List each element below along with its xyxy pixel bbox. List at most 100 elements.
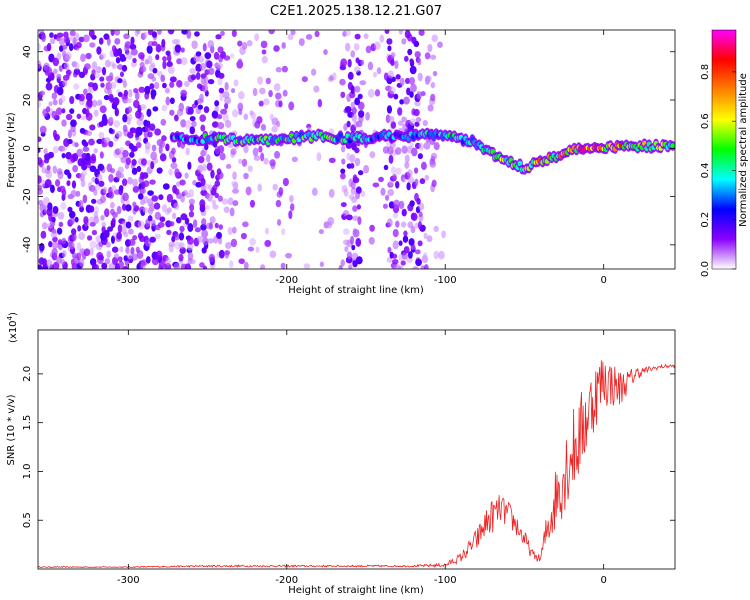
noise-cell bbox=[344, 42, 351, 52]
noise-cell bbox=[238, 258, 245, 265]
noise-cell bbox=[47, 202, 53, 211]
noise-cell bbox=[387, 45, 392, 52]
noise-cell bbox=[135, 126, 143, 135]
noise-cell bbox=[188, 188, 195, 198]
noise-cell bbox=[174, 241, 181, 250]
noise-cell bbox=[83, 88, 88, 96]
noise-cell bbox=[120, 156, 127, 164]
noise-cell bbox=[187, 242, 194, 251]
noise-cell bbox=[237, 40, 243, 47]
noise-cell bbox=[117, 47, 123, 57]
noise-cell bbox=[340, 202, 347, 208]
noise-cell bbox=[51, 247, 58, 256]
noise-cell bbox=[423, 232, 428, 240]
noise-cell bbox=[423, 142, 431, 150]
noise-cell bbox=[345, 214, 353, 221]
noise-cell bbox=[416, 91, 422, 100]
noise-cell bbox=[155, 44, 162, 53]
noise-cell bbox=[96, 66, 102, 74]
noise-cell bbox=[365, 112, 370, 121]
noise-cell bbox=[187, 236, 194, 245]
noise-cell bbox=[197, 235, 204, 243]
noise-cell bbox=[258, 145, 263, 153]
noise-cell bbox=[353, 85, 361, 93]
noise-cell bbox=[60, 259, 66, 265]
noise-cell bbox=[346, 152, 351, 161]
noise-cell bbox=[207, 238, 214, 244]
noise-cell bbox=[406, 169, 413, 177]
noise-cell bbox=[340, 259, 345, 267]
noise-cell bbox=[76, 252, 82, 261]
colorbar-gradient bbox=[711, 29, 737, 270]
noise-cell bbox=[340, 145, 346, 153]
noise-cell bbox=[285, 252, 293, 259]
noise-cell bbox=[347, 58, 352, 68]
noise-cell bbox=[77, 225, 82, 232]
noise-cell bbox=[114, 107, 119, 117]
noise-cell bbox=[230, 88, 236, 94]
noise-cell bbox=[151, 40, 158, 47]
noise-cell bbox=[122, 192, 129, 202]
noise-cell bbox=[43, 148, 48, 155]
noise-cell bbox=[380, 187, 386, 196]
noise-cell bbox=[432, 70, 438, 77]
noise-cell bbox=[189, 126, 196, 135]
noise-cell bbox=[89, 216, 95, 223]
noise-cell bbox=[83, 248, 91, 257]
noise-cell bbox=[187, 251, 194, 261]
colorbar-label: Normalized spectral amplitude bbox=[738, 73, 749, 227]
noise-cell bbox=[217, 46, 224, 54]
noise-cell bbox=[80, 53, 86, 63]
noise-cell bbox=[271, 125, 278, 133]
noise-cell bbox=[275, 66, 282, 73]
noise-cell bbox=[350, 85, 355, 95]
noise-cell bbox=[237, 102, 244, 112]
noise-cell bbox=[351, 196, 358, 204]
noise-cell bbox=[152, 106, 159, 112]
noise-cell bbox=[56, 86, 64, 96]
noise-cell bbox=[127, 131, 134, 139]
noise-cell bbox=[56, 73, 62, 79]
noise-cell bbox=[166, 53, 172, 63]
noise-cell bbox=[117, 256, 123, 262]
noise-cell bbox=[249, 199, 256, 208]
noise-cell bbox=[403, 96, 410, 105]
noise-cell bbox=[72, 164, 79, 173]
noise-cell bbox=[117, 78, 123, 84]
noise-cell bbox=[398, 200, 405, 210]
noise-cell bbox=[65, 113, 73, 121]
noise-cell bbox=[116, 231, 122, 240]
noise-cell bbox=[49, 32, 54, 38]
noise-cell bbox=[414, 121, 420, 127]
y-tick-label: 1.0 bbox=[22, 463, 33, 479]
noise-cell bbox=[68, 43, 74, 52]
noise-cell bbox=[168, 221, 175, 227]
noise-cell bbox=[172, 212, 177, 220]
noise-cell bbox=[137, 193, 144, 200]
noise-cell bbox=[269, 113, 274, 121]
noise-cell bbox=[151, 144, 157, 152]
noise-cell bbox=[374, 89, 381, 97]
noise-cell bbox=[280, 228, 286, 236]
spectrogram-y-label: Frequency (Hz) bbox=[6, 112, 17, 188]
noise-cell bbox=[378, 176, 384, 182]
noise-cell bbox=[147, 55, 153, 65]
colorbar-tick-label: 0.0 bbox=[700, 261, 711, 277]
noise-cell bbox=[356, 204, 362, 210]
noise-cell bbox=[169, 81, 175, 88]
noise-cell bbox=[51, 110, 58, 119]
noise-cell bbox=[46, 259, 53, 268]
noise-cell bbox=[411, 36, 417, 44]
noise-cell bbox=[409, 200, 415, 207]
noise-cell bbox=[346, 120, 351, 128]
noise-cell bbox=[217, 121, 225, 130]
noise-cell bbox=[211, 110, 219, 119]
noise-cell bbox=[168, 30, 175, 35]
noise-cell bbox=[122, 78, 127, 85]
noise-cell bbox=[91, 61, 98, 70]
noise-cell bbox=[388, 154, 394, 164]
noise-cell bbox=[55, 179, 61, 187]
noise-cell bbox=[275, 92, 282, 100]
noise-cell bbox=[51, 241, 59, 249]
noise-cell bbox=[130, 61, 138, 68]
